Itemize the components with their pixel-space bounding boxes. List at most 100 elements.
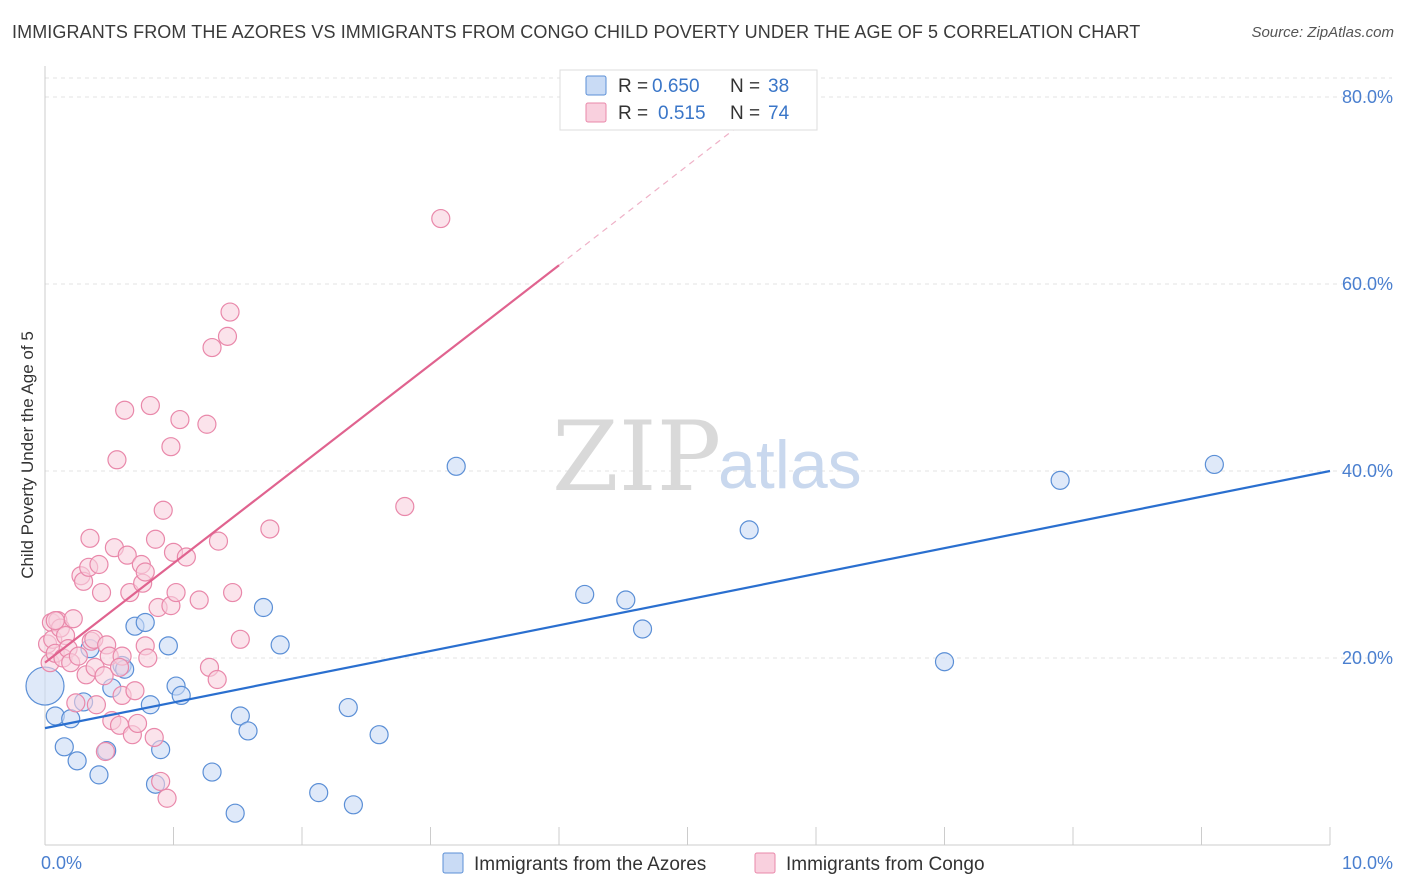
- congo-point: [86, 695, 107, 715]
- congo-point: [63, 609, 83, 629]
- legend-n-value-azores: 38: [768, 76, 789, 97]
- legend-swatch-congo: [585, 102, 607, 123]
- azores-point: [25, 666, 65, 706]
- source-label: Source: ZipAtlas.com: [1251, 24, 1394, 41]
- y-axis-label: Child Poverty Under the Age of 5: [18, 331, 37, 579]
- trend-lines: [44, 115, 1331, 730]
- series-legend-label-azores: Immigrants from the Azores: [474, 854, 706, 875]
- watermark-zip: ZIP: [552, 401, 721, 513]
- azores-point: [934, 652, 955, 672]
- congo-point: [115, 400, 135, 420]
- azores-point: [135, 612, 155, 633]
- congo-point: [95, 741, 115, 762]
- x-tick-label: 0.0%: [41, 853, 82, 873]
- congo-point: [144, 727, 164, 748]
- legend-r-label: R =: [618, 76, 648, 97]
- legend-n-value-congo: 74: [768, 103, 790, 124]
- congo-point: [189, 590, 209, 610]
- watermark: ZIP atlas: [552, 401, 862, 513]
- azores-point: [632, 619, 653, 639]
- azores-trend-line: [44, 469, 1331, 730]
- congo-point: [68, 646, 89, 666]
- azores-point: [270, 635, 290, 655]
- azores-point: [338, 697, 358, 718]
- congo-point: [207, 669, 227, 690]
- congo-point: [157, 788, 177, 808]
- y-tick-label: 60.0%: [1342, 274, 1393, 294]
- series-legend-swatch-azores: [442, 852, 464, 874]
- tick-labels: 20.0% 40.0% 60.0% 80.0% 0.0% 10.0%: [41, 87, 1393, 873]
- congo-point: [94, 666, 114, 686]
- congo-point: [202, 337, 222, 358]
- congo-trend-extension: [558, 115, 753, 266]
- grid-lines: [45, 77, 1392, 659]
- y-tick-label: 40.0%: [1342, 461, 1393, 481]
- congo-point: [260, 519, 280, 539]
- legend-n-label: N =: [730, 103, 760, 124]
- congo-point: [176, 547, 196, 567]
- azores-point: [1050, 470, 1070, 490]
- azores-point: [89, 765, 109, 785]
- azores-point: [343, 795, 363, 815]
- congo-point: [120, 582, 140, 603]
- congo-point: [230, 629, 250, 649]
- legend-r-value-congo: 0.515: [658, 103, 706, 124]
- congo-point: [45, 610, 65, 631]
- azores-point: [253, 597, 274, 618]
- congo-point: [117, 545, 137, 565]
- series-legend-label-congo: Immigrants from Congo: [786, 854, 985, 875]
- congo-point: [138, 648, 158, 668]
- congo-point: [166, 582, 186, 603]
- congo-trend-line: [44, 264, 560, 664]
- legend-r-value-azores: 0.650: [652, 76, 700, 97]
- congo-point: [151, 771, 171, 792]
- azores-point: [616, 590, 636, 610]
- congo-point: [161, 437, 181, 457]
- congo-point: [431, 208, 451, 229]
- congo-point: [125, 681, 145, 701]
- azores-point: [158, 636, 178, 656]
- congo-point: [135, 562, 155, 582]
- azores-point: [202, 762, 222, 782]
- series-legend: Immigrants from the Azores Immigrants fr…: [442, 852, 985, 875]
- congo-point: [170, 409, 190, 430]
- congo-point: [395, 496, 415, 517]
- azores-point: [1204, 454, 1224, 475]
- azores-point: [369, 725, 389, 745]
- azores-point: [67, 751, 87, 771]
- watermark-atlas: atlas: [718, 427, 862, 503]
- azores-point: [225, 803, 245, 823]
- azores-point: [739, 520, 759, 540]
- congo-point: [220, 302, 240, 322]
- legend-r-label: R =: [618, 103, 648, 124]
- x-tick-label: 10.0%: [1342, 853, 1393, 873]
- series-legend-swatch-congo: [754, 852, 776, 874]
- congo-point: [109, 657, 130, 677]
- congo-point: [107, 450, 127, 470]
- azores-point: [446, 456, 466, 476]
- congo-point: [197, 414, 217, 434]
- congo-point: [208, 531, 229, 551]
- congo-point: [145, 529, 166, 549]
- legend-n-label: N =: [730, 76, 760, 97]
- azores-point: [230, 706, 250, 726]
- data-points: [25, 208, 1224, 823]
- legend-swatch-azores: [585, 75, 607, 96]
- y-tick-label: 80.0%: [1342, 87, 1393, 107]
- chart-title: IMMIGRANTS FROM THE AZORES VS IMMIGRANTS…: [12, 22, 1141, 42]
- congo-point: [140, 395, 160, 416]
- congo-point: [223, 582, 243, 603]
- congo-point: [80, 528, 100, 548]
- y-tick-label: 20.0%: [1342, 648, 1393, 668]
- stats-legend: R = 0.650 N = 38 R = 0.515 N = 74: [559, 69, 818, 131]
- congo-point: [127, 713, 148, 734]
- azores-point: [309, 783, 329, 803]
- congo-point: [153, 500, 173, 520]
- congo-point: [89, 554, 109, 575]
- congo-point: [217, 326, 238, 346]
- axes: [44, 66, 1331, 846]
- congo-point: [66, 693, 86, 713]
- azores-point: [575, 584, 595, 605]
- azores-point: [54, 737, 74, 757]
